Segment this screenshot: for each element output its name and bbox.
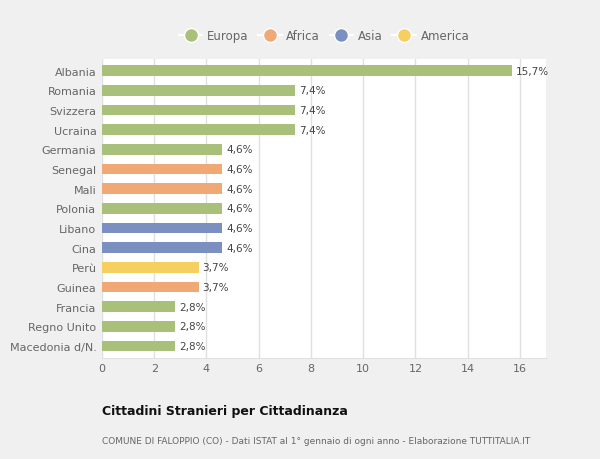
Text: 3,7%: 3,7% [203, 263, 229, 273]
Bar [102, 105, 295, 116]
Bar [102, 66, 512, 77]
Text: 2,8%: 2,8% [179, 322, 206, 331]
Text: 4,6%: 4,6% [226, 224, 253, 234]
Text: 4,6%: 4,6% [226, 204, 253, 214]
Text: COMUNE DI FALOPPIO (CO) - Dati ISTAT al 1° gennaio di ogni anno - Elaborazione T: COMUNE DI FALOPPIO (CO) - Dati ISTAT al … [102, 436, 530, 445]
Bar [102, 263, 199, 273]
Text: 7,4%: 7,4% [299, 106, 326, 116]
Text: 7,4%: 7,4% [299, 86, 326, 96]
Text: 2,8%: 2,8% [179, 302, 206, 312]
Bar [102, 341, 175, 352]
Text: Cittadini Stranieri per Cittadinanza: Cittadini Stranieri per Cittadinanza [102, 404, 348, 417]
Text: 4,6%: 4,6% [226, 145, 253, 155]
Text: 3,7%: 3,7% [203, 282, 229, 292]
Text: 4,6%: 4,6% [226, 184, 253, 194]
Text: 7,4%: 7,4% [299, 125, 326, 135]
Bar [102, 321, 175, 332]
Bar [102, 164, 222, 175]
Bar [102, 282, 199, 293]
Bar [102, 302, 175, 313]
Text: 4,6%: 4,6% [226, 243, 253, 253]
Bar [102, 223, 222, 234]
Bar [102, 243, 222, 253]
Bar [102, 86, 295, 96]
Text: 4,6%: 4,6% [226, 165, 253, 174]
Bar [102, 184, 222, 195]
Legend: Europa, Africa, Asia, America: Europa, Africa, Asia, America [179, 30, 469, 43]
Text: 2,8%: 2,8% [179, 341, 206, 351]
Text: 15,7%: 15,7% [516, 67, 549, 77]
Bar [102, 125, 295, 136]
Bar [102, 145, 222, 155]
Bar [102, 203, 222, 214]
